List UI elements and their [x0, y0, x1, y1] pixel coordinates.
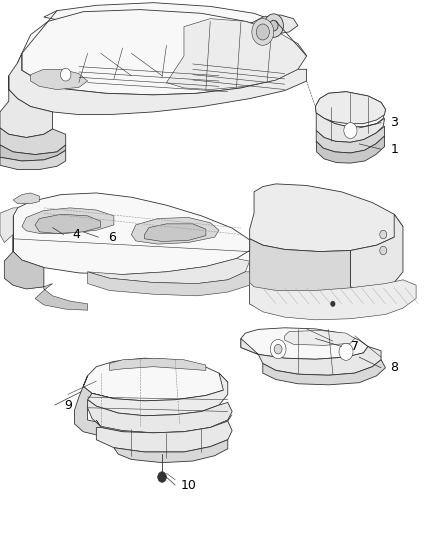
Polygon shape	[263, 360, 385, 385]
Circle shape	[60, 68, 71, 81]
Polygon shape	[114, 440, 228, 463]
Polygon shape	[13, 193, 250, 274]
Polygon shape	[166, 19, 307, 90]
Circle shape	[270, 340, 286, 359]
Bar	[360, 256, 376, 269]
Polygon shape	[250, 280, 416, 320]
Text: 6: 6	[108, 231, 116, 244]
Circle shape	[158, 472, 166, 482]
Polygon shape	[74, 376, 123, 438]
Polygon shape	[88, 400, 232, 433]
Circle shape	[331, 301, 335, 306]
Bar	[360, 225, 376, 238]
Polygon shape	[88, 373, 228, 416]
Text: 8: 8	[390, 361, 398, 374]
Polygon shape	[110, 358, 206, 370]
Polygon shape	[9, 53, 307, 115]
Polygon shape	[285, 330, 355, 345]
Polygon shape	[31, 69, 88, 90]
Circle shape	[264, 14, 283, 37]
Polygon shape	[44, 3, 276, 28]
Circle shape	[380, 230, 387, 239]
Text: 10: 10	[180, 479, 196, 491]
Polygon shape	[250, 15, 298, 35]
Text: 3: 3	[390, 116, 398, 129]
Polygon shape	[250, 184, 403, 252]
Text: 4: 4	[73, 228, 81, 241]
Circle shape	[269, 20, 278, 31]
Polygon shape	[0, 145, 66, 161]
Polygon shape	[4, 252, 88, 310]
Circle shape	[274, 344, 282, 354]
Polygon shape	[250, 239, 350, 316]
Polygon shape	[316, 136, 385, 163]
Polygon shape	[315, 92, 385, 127]
Circle shape	[252, 19, 274, 45]
Polygon shape	[0, 208, 18, 243]
Circle shape	[339, 343, 353, 360]
Text: 1: 1	[390, 143, 398, 156]
Polygon shape	[316, 126, 385, 153]
Circle shape	[344, 123, 357, 139]
Polygon shape	[96, 415, 232, 434]
Polygon shape	[131, 217, 219, 244]
Polygon shape	[241, 328, 368, 359]
Text: 9: 9	[64, 399, 72, 411]
Text: 7: 7	[351, 340, 359, 353]
Polygon shape	[0, 76, 53, 138]
Polygon shape	[0, 128, 66, 155]
Polygon shape	[350, 214, 403, 290]
Polygon shape	[13, 193, 39, 204]
Polygon shape	[88, 272, 250, 296]
Polygon shape	[0, 150, 66, 169]
Circle shape	[380, 246, 387, 255]
Polygon shape	[315, 92, 385, 124]
Polygon shape	[96, 421, 232, 452]
Polygon shape	[145, 224, 206, 241]
Polygon shape	[22, 208, 114, 233]
Polygon shape	[83, 358, 228, 401]
Circle shape	[256, 24, 269, 40]
Polygon shape	[316, 113, 385, 142]
Polygon shape	[241, 338, 381, 375]
Polygon shape	[35, 214, 101, 233]
Polygon shape	[4, 216, 44, 289]
Bar	[360, 241, 376, 254]
Polygon shape	[88, 259, 250, 284]
Polygon shape	[18, 10, 307, 95]
